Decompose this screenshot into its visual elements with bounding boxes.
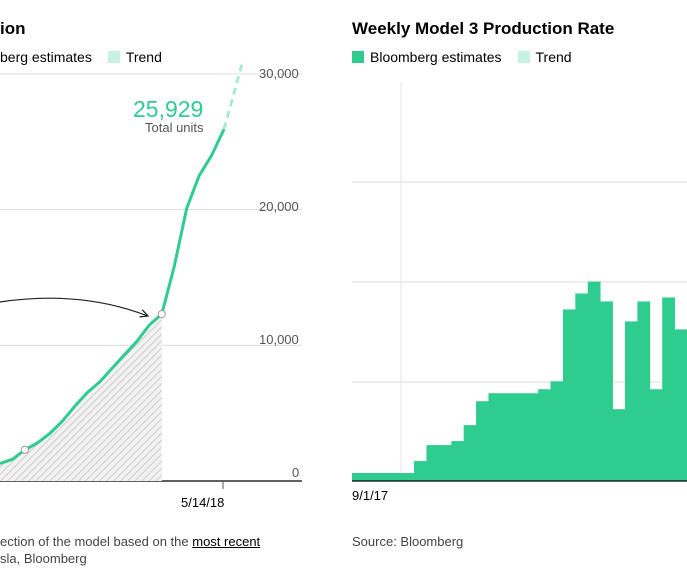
right-bar	[674, 329, 687, 481]
legend-swatch-trend	[107, 51, 120, 63]
legend-label-trend: Trend	[125, 49, 162, 65]
right-bar	[476, 401, 489, 481]
x-tick-right: 9/1/17	[352, 488, 389, 503]
right-bar	[500, 393, 514, 481]
right-bar	[488, 393, 502, 481]
right-bar	[612, 409, 626, 481]
right-bar	[525, 393, 539, 481]
right-bar	[575, 293, 589, 481]
right-bar	[538, 389, 551, 481]
right-bar	[401, 473, 415, 481]
left-chart-hatched-area	[0, 314, 162, 481]
right-bar	[562, 309, 576, 481]
left-chart-arrow	[0, 297, 148, 316]
right-bar	[662, 297, 675, 481]
right-bar	[364, 473, 378, 481]
right-bar	[624, 321, 638, 481]
right-bar	[426, 445, 440, 481]
right-bar	[438, 445, 452, 481]
left-marker	[20, 445, 29, 454]
right-bar	[389, 473, 403, 481]
x-tick-left: 5/14/18	[181, 495, 225, 510]
left-chart-title: ion	[0, 19, 26, 38]
right-chart-source: Source: Bloomberg	[352, 534, 464, 549]
note-text: ection of the model based on the	[0, 534, 193, 549]
left-chart-source: sla, Bloomberg	[0, 551, 87, 566]
right-bar	[414, 461, 427, 481]
y-tick-30000: 30,000	[259, 66, 299, 81]
right-bar	[550, 381, 564, 481]
right-bar	[587, 281, 601, 481]
callout-value: 25,929	[133, 96, 204, 122]
most-recent-link[interactable]: most recent	[192, 534, 261, 549]
right-bar	[451, 441, 465, 481]
right-bar	[352, 473, 365, 481]
y-tick-20000: 20,000	[259, 199, 299, 214]
left-chart-line	[0, 128, 226, 465]
right-chart-bars	[352, 281, 687, 481]
right-bar	[513, 393, 527, 481]
callout-label: Total units	[145, 120, 204, 135]
left-chart-trend-line	[222, 60, 245, 130]
right-bar	[637, 301, 651, 481]
legend-label-estimates: Bloomberg estimates	[370, 49, 502, 65]
right-chart-title: Weekly Model 3 Production Rate	[352, 19, 615, 38]
right-bar	[376, 473, 390, 481]
right-bar	[600, 301, 613, 481]
right-bar	[463, 425, 477, 481]
left-chart-legend: berg estimates Trend	[0, 49, 162, 65]
legend-label-estimates: berg estimates	[0, 49, 92, 65]
right-chart-legend: Bloomberg estimates Trend	[352, 49, 572, 65]
left-chart-note: ection of the model based on the most re…	[0, 534, 260, 549]
legend-label-trend: Trend	[535, 49, 572, 65]
y-tick-0: 0	[292, 465, 300, 480]
legend-swatch-estimates	[352, 51, 364, 63]
y-tick-10000: 10,000	[259, 332, 299, 347]
legend-swatch-trend	[517, 51, 530, 63]
left-marker	[157, 310, 166, 319]
left-chart-markers	[20, 310, 166, 454]
right-bar	[649, 389, 663, 481]
